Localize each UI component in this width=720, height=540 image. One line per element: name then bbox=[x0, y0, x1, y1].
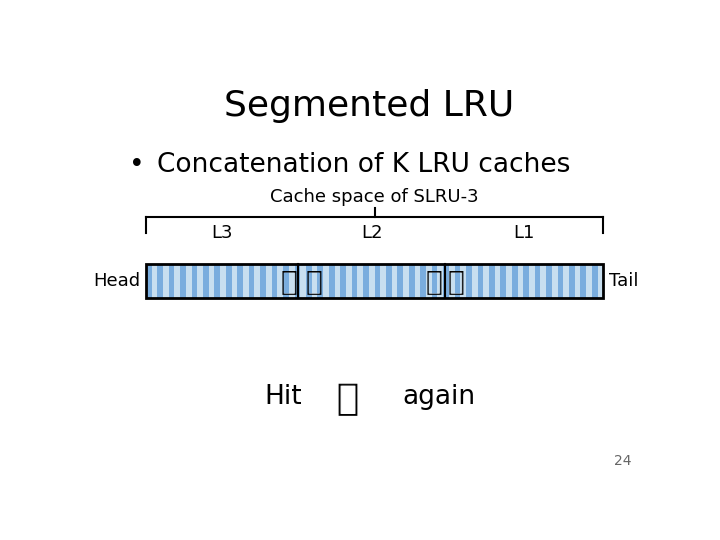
Bar bbox=[260, 265, 266, 298]
Bar bbox=[541, 265, 546, 298]
Bar bbox=[483, 265, 489, 298]
Bar bbox=[495, 265, 500, 298]
Bar bbox=[174, 265, 180, 298]
Bar bbox=[294, 265, 300, 298]
Bar bbox=[444, 265, 449, 298]
Bar bbox=[472, 265, 477, 298]
Bar bbox=[289, 265, 294, 298]
Bar bbox=[546, 265, 552, 298]
Text: L3: L3 bbox=[211, 224, 233, 241]
Bar bbox=[238, 265, 243, 298]
Text: L2: L2 bbox=[361, 224, 382, 241]
Bar bbox=[312, 265, 318, 298]
Bar bbox=[460, 265, 466, 298]
Bar bbox=[220, 265, 226, 298]
Bar bbox=[569, 265, 575, 298]
Bar bbox=[512, 265, 518, 298]
Bar bbox=[380, 265, 386, 298]
Bar bbox=[426, 265, 432, 298]
Text: Hit: Hit bbox=[264, 384, 302, 410]
Bar bbox=[523, 265, 529, 298]
Bar bbox=[271, 265, 277, 298]
Text: 24: 24 bbox=[613, 454, 631, 468]
Bar bbox=[163, 265, 168, 298]
Bar bbox=[192, 265, 197, 298]
Bar bbox=[318, 265, 323, 298]
Bar bbox=[557, 265, 563, 298]
Bar bbox=[351, 265, 357, 298]
Bar bbox=[232, 265, 238, 298]
Bar bbox=[306, 265, 312, 298]
Bar bbox=[266, 265, 271, 298]
Bar bbox=[300, 265, 306, 298]
Bar bbox=[598, 265, 603, 298]
Bar bbox=[586, 265, 592, 298]
Bar bbox=[535, 265, 541, 298]
Bar bbox=[449, 265, 454, 298]
Bar bbox=[415, 265, 420, 298]
Bar bbox=[386, 265, 392, 298]
Text: again: again bbox=[402, 384, 476, 410]
Text: •: • bbox=[129, 152, 145, 178]
Bar bbox=[489, 265, 495, 298]
Bar bbox=[392, 265, 397, 298]
Bar bbox=[477, 265, 483, 298]
Text: Head: Head bbox=[93, 272, 140, 290]
Bar bbox=[592, 265, 598, 298]
Bar bbox=[529, 265, 535, 298]
Bar bbox=[500, 265, 506, 298]
Bar bbox=[580, 265, 586, 298]
Bar bbox=[374, 265, 380, 298]
Bar bbox=[215, 265, 220, 298]
Bar bbox=[341, 265, 346, 298]
Bar bbox=[563, 265, 569, 298]
Bar bbox=[403, 265, 409, 298]
Bar bbox=[335, 265, 341, 298]
Bar bbox=[466, 265, 472, 298]
Text: Segmented LRU: Segmented LRU bbox=[224, 90, 514, 123]
Bar bbox=[575, 265, 580, 298]
Bar bbox=[454, 265, 460, 298]
Bar bbox=[180, 265, 186, 298]
Bar bbox=[369, 265, 374, 298]
Bar bbox=[277, 265, 283, 298]
Bar bbox=[283, 265, 289, 298]
Bar bbox=[168, 265, 174, 298]
Bar bbox=[226, 265, 232, 298]
Bar bbox=[209, 265, 215, 298]
Bar bbox=[145, 265, 603, 298]
Bar bbox=[323, 265, 329, 298]
Bar bbox=[409, 265, 415, 298]
Bar bbox=[243, 265, 248, 298]
Bar bbox=[151, 265, 157, 298]
Text: L1: L1 bbox=[513, 224, 535, 241]
Bar bbox=[157, 265, 163, 298]
Bar bbox=[518, 265, 523, 298]
Text: Cache space of SLRU-3: Cache space of SLRU-3 bbox=[270, 188, 479, 206]
Bar bbox=[346, 265, 351, 298]
Bar bbox=[438, 265, 444, 298]
Bar bbox=[420, 265, 426, 298]
Text: Concatenation of K LRU caches: Concatenation of K LRU caches bbox=[157, 152, 570, 178]
Bar bbox=[552, 265, 557, 298]
Bar bbox=[203, 265, 209, 298]
Bar bbox=[197, 265, 203, 298]
Bar bbox=[357, 265, 363, 298]
Bar bbox=[432, 265, 438, 298]
Bar bbox=[145, 265, 151, 298]
Bar bbox=[248, 265, 254, 298]
Bar bbox=[363, 265, 369, 298]
Bar bbox=[506, 265, 512, 298]
Bar bbox=[397, 265, 403, 298]
Bar bbox=[254, 265, 260, 298]
Text: Tail: Tail bbox=[609, 272, 639, 290]
Bar bbox=[186, 265, 192, 298]
Bar bbox=[329, 265, 335, 298]
